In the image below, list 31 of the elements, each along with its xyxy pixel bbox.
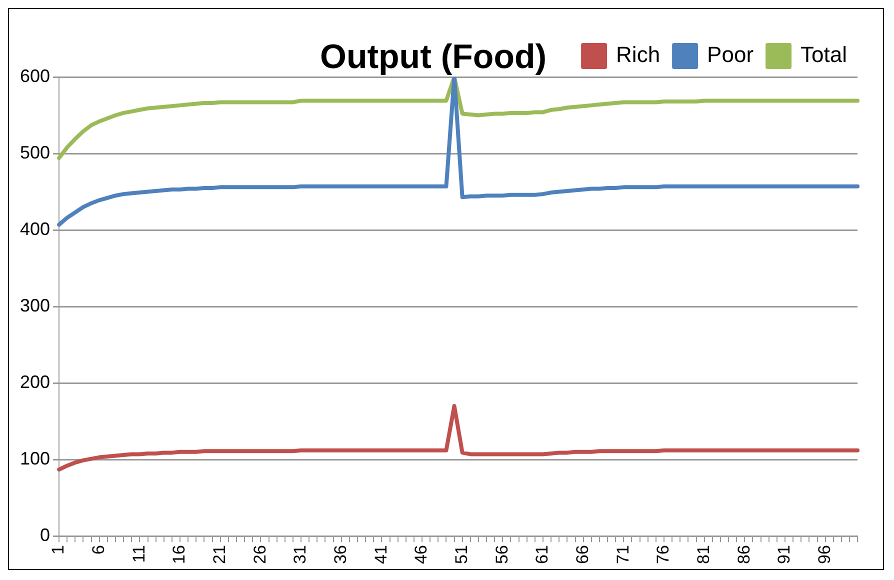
x-tick-label: 86	[734, 545, 754, 564]
x-tick-label: 96	[815, 545, 834, 564]
legend-label: Poor	[707, 42, 754, 68]
x-tick-label: 46	[412, 545, 431, 564]
legend-label: Total	[800, 42, 848, 68]
x-tick-label: 31	[290, 545, 310, 564]
x-tick-label: 11	[129, 545, 148, 563]
y-tick-label: 200	[20, 372, 50, 392]
y-tick-label: 0	[40, 525, 50, 546]
x-tick-label: 21	[210, 545, 230, 564]
x-tick-label: 1	[48, 545, 68, 555]
x-tick-label: 71	[613, 545, 632, 564]
x-tick-label: 81	[694, 545, 714, 564]
chart-title: Output (Food)	[320, 38, 547, 77]
x-tick-label: 26	[250, 545, 270, 564]
x-tick-label: 91	[774, 545, 794, 564]
y-tick-label: 400	[20, 219, 50, 239]
y-tick-label: 100	[20, 448, 50, 469]
legend-label: Rich	[616, 42, 660, 68]
x-tick-label: 36	[331, 545, 350, 564]
x-tick-label: 51	[452, 545, 472, 564]
x-tick-label: 6	[89, 545, 108, 555]
x-tick-label: 16	[170, 545, 189, 564]
x-tick-label: 56	[492, 545, 512, 564]
y-tick-label: 300	[20, 296, 50, 316]
x-tick-label: 61	[532, 545, 552, 564]
x-tick-label: 66	[573, 545, 592, 564]
y-tick-label: 600	[20, 66, 50, 86]
x-tick-label: 76	[654, 545, 673, 564]
x-tick-label: 41	[371, 545, 390, 564]
y-tick-label: 500	[20, 142, 50, 162]
